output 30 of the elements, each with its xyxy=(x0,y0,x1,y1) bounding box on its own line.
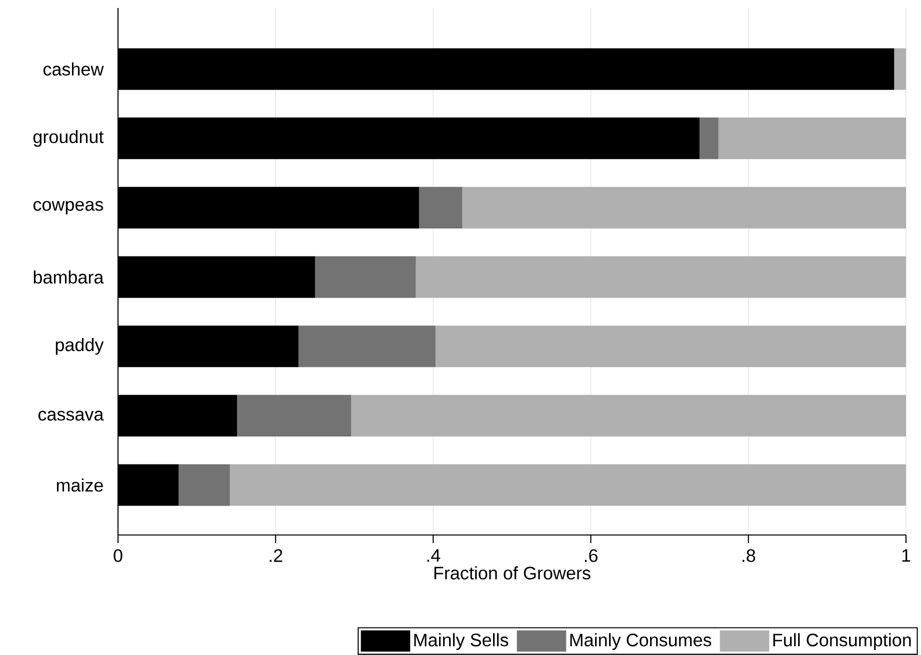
x-tick-label: .8 xyxy=(742,549,756,562)
bar xyxy=(230,464,906,506)
bar xyxy=(436,326,906,368)
y-tick-label: cowpeas xyxy=(33,200,104,214)
y-tick-label: cassava xyxy=(38,410,104,421)
bar xyxy=(700,118,718,160)
bar xyxy=(298,326,436,368)
legend-label: Mainly Sells xyxy=(414,633,508,650)
bar xyxy=(718,118,906,160)
x-tick-label: 0 xyxy=(114,549,122,562)
bar xyxy=(236,394,352,437)
legend-label: Mainly Consumes xyxy=(570,633,712,650)
bar xyxy=(416,256,906,298)
y-tick-label: groudnut xyxy=(33,130,104,147)
y-tick-label: bambara xyxy=(34,270,104,284)
x-tick-label: .2 xyxy=(270,549,282,562)
bar xyxy=(462,186,906,228)
x-tick-label: .6 xyxy=(584,549,598,562)
legend-label: Full Consumption xyxy=(773,633,911,650)
bar xyxy=(178,464,230,506)
x-axis-title: Fraction of Growers xyxy=(434,566,590,580)
bar xyxy=(351,394,906,437)
y-tick-label: paddy xyxy=(56,338,104,355)
y-tick-label: cashew xyxy=(43,62,104,76)
x-tick-label: 1 xyxy=(902,549,910,562)
bar xyxy=(419,186,462,228)
y-tick-label: maize xyxy=(56,478,103,492)
bar xyxy=(315,256,416,298)
x-tick-label: .4 xyxy=(427,549,440,562)
bar xyxy=(894,48,906,90)
